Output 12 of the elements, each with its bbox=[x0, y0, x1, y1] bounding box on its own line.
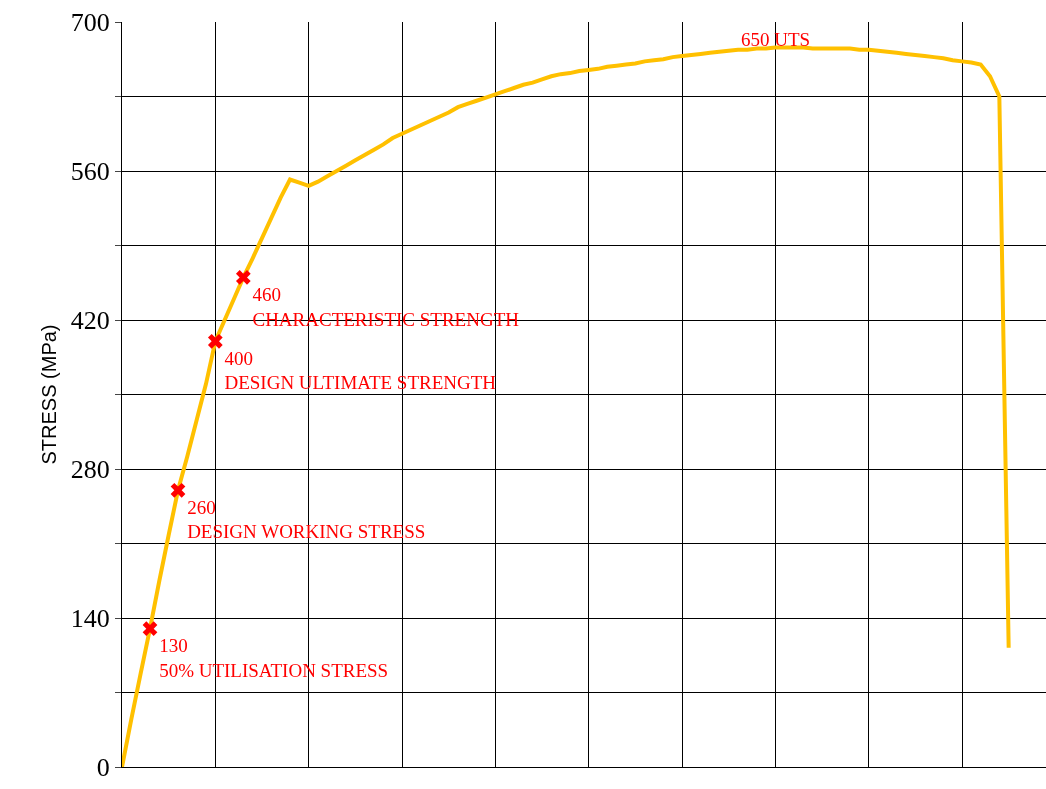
point bbox=[207, 333, 223, 349]
point bbox=[170, 482, 186, 498]
y-tick-label: 700 bbox=[70, 8, 110, 38]
point bbox=[235, 270, 251, 285]
y-tick-label: 420 bbox=[70, 306, 110, 336]
point bbox=[142, 621, 158, 636]
y-tick-label: 140 bbox=[70, 604, 110, 634]
y-tick-label: 560 bbox=[70, 157, 110, 187]
y-tick-label: 0 bbox=[96, 753, 110, 783]
y-tick-label: 280 bbox=[70, 455, 110, 485]
y-axis-title: STRESS (MPa) bbox=[38, 324, 61, 465]
line-series bbox=[122, 45, 1011, 767]
